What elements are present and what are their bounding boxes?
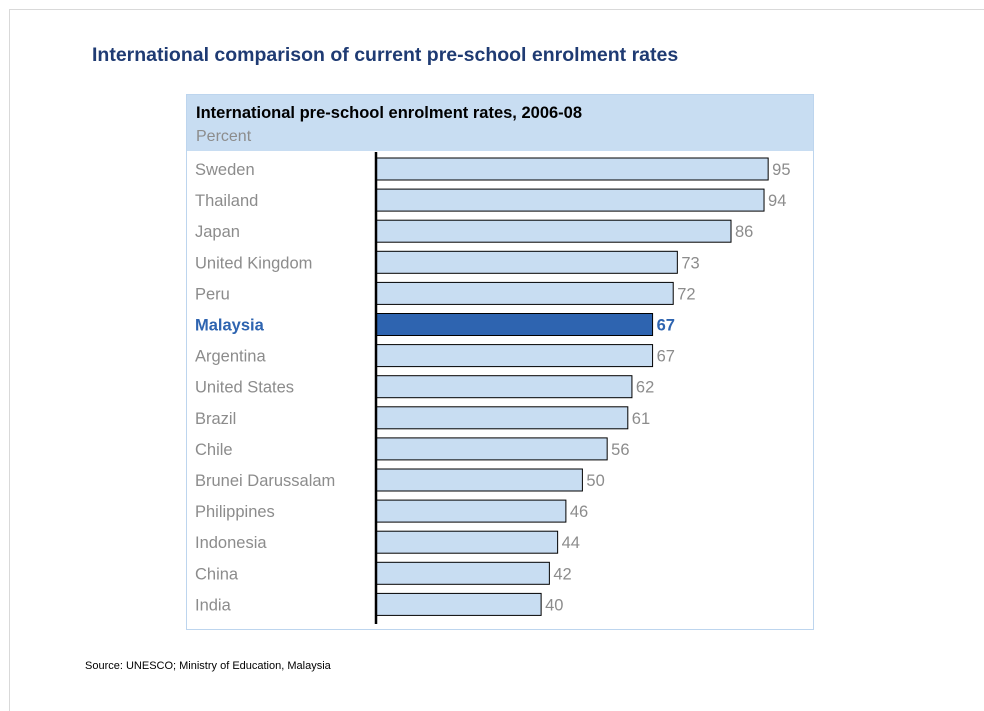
bar-argentina [375,344,654,368]
data-label: 50 [586,472,604,490]
bar-malaysia [375,313,654,336]
category-label: United Kingdom [195,254,312,272]
category-label: China [195,565,239,583]
category-label: Sweden [195,161,255,179]
data-label: 86 [735,223,753,241]
data-label: 73 [681,254,699,272]
data-label: 42 [553,565,571,583]
bar-chile [375,437,608,461]
category-label: Japan [195,223,240,241]
category-label: Chile [195,441,233,459]
bar-peru [375,281,674,305]
bar-united-states [375,375,633,399]
slide-frame [9,9,984,711]
data-label: 67 [657,348,675,366]
data-label: 40 [545,596,563,614]
bar-indonesia [375,530,559,554]
category-label: Brazil [195,410,236,428]
category-label: Malaysia [195,317,265,335]
category-label: Argentina [195,348,266,366]
data-label: 56 [611,441,629,459]
source-note: Source: UNESCO; Ministry of Education, M… [85,660,331,672]
category-label: Indonesia [195,534,267,552]
bar-united-kingdom [375,250,678,274]
bar-china [375,561,550,585]
category-label: India [195,596,232,614]
data-label: 44 [562,534,580,552]
category-label: Peru [195,285,230,303]
category-label: United States [195,379,294,397]
chart-subtitle: Percent [196,128,252,145]
category-label: Thailand [195,192,258,210]
bar-brazil [375,406,629,430]
data-label: 94 [768,192,786,210]
chart-title: International pre-school enrolment rates… [196,104,583,122]
bar-brunei-darussalam [375,468,583,492]
bar-india [375,592,542,616]
data-label: 95 [772,161,790,179]
data-label: 62 [636,379,654,397]
bar-philippines [375,499,567,523]
data-label: 46 [570,503,588,521]
data-label: 61 [632,410,650,428]
bar-japan [375,219,732,243]
data-label: 72 [677,285,695,303]
data-label: 67 [657,317,675,335]
bar-thailand [375,188,765,212]
bar-sweden [375,157,769,181]
category-label: Philippines [195,503,275,521]
chart-header: International pre-school enrolment rates… [187,95,813,151]
page-title: International comparison of current pre-… [92,44,679,66]
category-label: Brunei Darussalam [195,472,335,490]
